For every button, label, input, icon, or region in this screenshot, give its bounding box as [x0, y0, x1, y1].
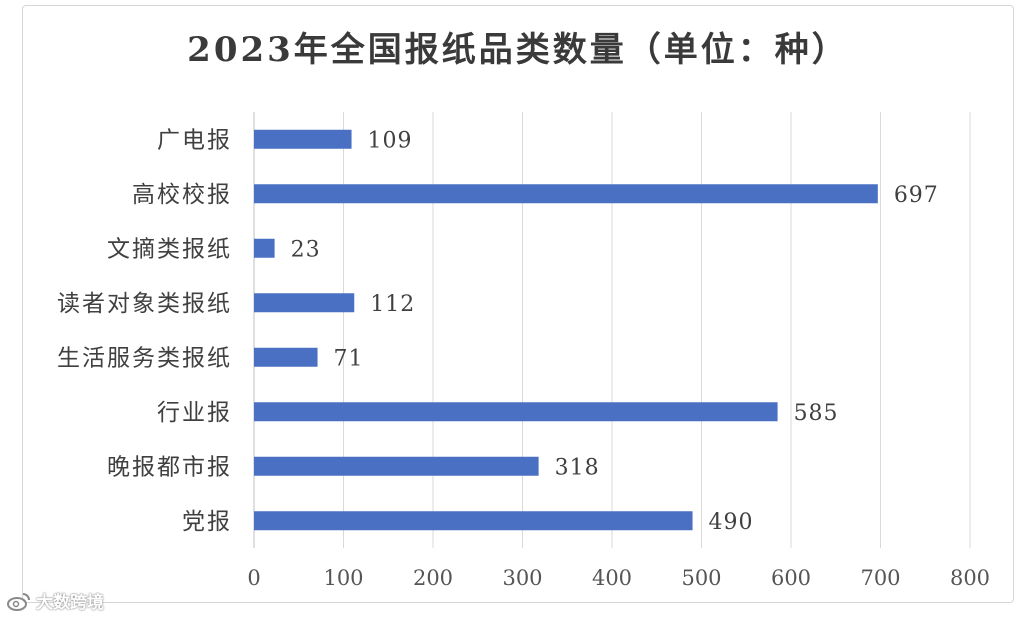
- data-label-7: 490: [709, 510, 754, 535]
- data-label-6: 318: [555, 455, 600, 480]
- chart-title: 2023年全国报纸品类数量（单位：种）: [187, 30, 849, 70]
- bar-2: [254, 238, 275, 258]
- bar-0: [254, 129, 352, 149]
- data-label-2: 23: [291, 237, 321, 262]
- data-label-1: 697: [894, 183, 939, 208]
- data-label-0: 109: [368, 128, 413, 153]
- category-label-1: 高校校报: [132, 182, 232, 208]
- category-label-5: 行业报: [157, 400, 232, 426]
- x-tick-label-8: 800: [950, 566, 990, 590]
- category-label-0: 广电报: [157, 127, 232, 153]
- bar-5: [254, 402, 778, 422]
- category-label-6: 晚报都市报: [107, 454, 232, 480]
- x-tick-label-2: 200: [413, 566, 453, 590]
- x-tick-label-3: 300: [502, 566, 542, 590]
- bar-7: [254, 511, 693, 531]
- x-tick-label-7: 700: [860, 566, 900, 590]
- x-tick-label-1: 100: [323, 566, 363, 590]
- weibo-logo-icon: [7, 592, 30, 611]
- x-tick-label-4: 400: [592, 566, 632, 590]
- x-tick-label-6: 600: [771, 566, 811, 590]
- chart-frame: [22, 5, 1014, 603]
- data-label-5: 585: [794, 401, 839, 426]
- bar-4: [254, 347, 318, 367]
- category-label-2: 文摘类报纸: [107, 236, 232, 262]
- bar-1: [254, 184, 878, 204]
- bar-3: [254, 293, 355, 313]
- category-label-3: 读者对象类报纸: [57, 291, 232, 317]
- bar-6: [254, 456, 539, 476]
- category-label-4: 生活服务类报纸: [57, 345, 232, 371]
- watermark-text: 大数跨境: [36, 593, 104, 613]
- x-tick-label-0: 0: [247, 566, 260, 590]
- watermark: 大数跨境: [6, 588, 104, 613]
- data-label-4: 71: [334, 346, 364, 371]
- data-label-3: 112: [370, 292, 415, 317]
- x-tick-label-5: 500: [681, 566, 721, 590]
- category-label-7: 党报: [182, 509, 232, 535]
